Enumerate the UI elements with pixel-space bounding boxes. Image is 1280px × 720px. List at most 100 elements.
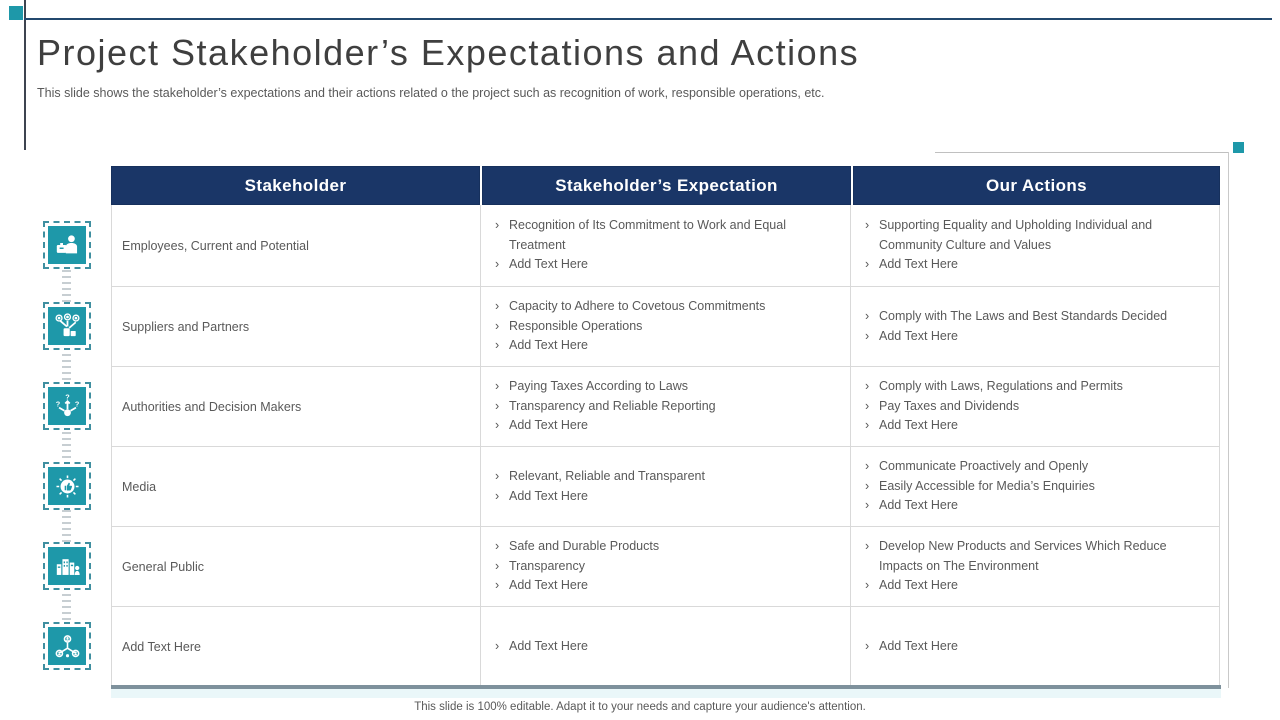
bullet-item: › Transparency bbox=[493, 557, 842, 577]
hierarchy-icon-frame bbox=[43, 622, 91, 670]
bullet-text: Paying Taxes According to Laws bbox=[509, 379, 689, 394]
bullet-item: › Transparency and Reliable Reporting bbox=[493, 397, 842, 417]
chevron-bullet-icon: › bbox=[865, 328, 870, 343]
left-vertical-rule bbox=[24, 0, 26, 150]
bullet-item: › Comply with Laws, Regulations and Permi… bbox=[863, 377, 1211, 397]
bullet-item[interactable]: › Add Text Here bbox=[863, 416, 1211, 436]
table-bottom-bar bbox=[111, 685, 1221, 689]
stakeholder-label: Suppliers and Partners bbox=[122, 319, 250, 334]
bullet-item[interactable]: › Add Text Here bbox=[863, 496, 1211, 516]
bullet-item: › Easily Accessible for Media’s Enquiries bbox=[863, 477, 1211, 497]
stakeholder-cell[interactable]: Add Text Here bbox=[112, 607, 481, 687]
bullet-text: Transparency bbox=[509, 558, 585, 573]
stakeholder-label: Employees, Current and Potential bbox=[122, 238, 309, 253]
stakeholder-label[interactable]: Add Text Here bbox=[122, 640, 201, 654]
bullet-item[interactable]: › Add Text Here bbox=[863, 255, 1211, 275]
table-row: Add Text Here › Add Text Here › Add Text Her… bbox=[112, 607, 1219, 687]
table-row: Media › Relevant, Reliable and Transparent… bbox=[112, 447, 1219, 527]
bullet-item[interactable]: › Add Text Here bbox=[863, 637, 1211, 657]
chevron-bullet-icon: › bbox=[865, 539, 870, 554]
header-expectation: Stakeholder’s Expectation bbox=[482, 166, 851, 205]
partners-icon-frame bbox=[43, 302, 91, 350]
stakeholder-table: Stakeholder Stakeholder’s Expectation Ou… bbox=[111, 166, 1220, 687]
chevron-bullet-icon: › bbox=[495, 539, 500, 554]
table-row: Employees, Current and Potential › Recogni… bbox=[112, 205, 1219, 287]
chevron-bullet-icon: › bbox=[495, 257, 500, 272]
bullet-text: Communicate Proactively and Openly bbox=[879, 459, 1089, 474]
chevron-bullet-icon: › bbox=[865, 418, 870, 433]
bullet-text[interactable]: Add Text Here bbox=[509, 338, 588, 353]
expectation-cell: › Paying Taxes According to Laws › Transpar… bbox=[481, 367, 851, 446]
chevron-bullet-icon: › bbox=[495, 299, 500, 314]
bullet-item[interactable]: › Add Text Here bbox=[493, 255, 842, 275]
bullet-text: Supporting Equality and Upholding Indivi… bbox=[879, 218, 1153, 252]
bullet-item[interactable]: › Add Text Here bbox=[493, 416, 842, 436]
bullet-text[interactable]: Add Text Here bbox=[509, 418, 588, 433]
stakeholder-label: Authorities and Decision Makers bbox=[122, 399, 302, 414]
header-stakeholder: Stakeholder bbox=[111, 166, 480, 205]
table-row: Authorities and Decision Makers › Paying T… bbox=[112, 367, 1219, 447]
chevron-bullet-icon: › bbox=[495, 338, 500, 353]
actions-cell: › Develop New Products and Services Which… bbox=[851, 527, 1219, 606]
svg-text:?: ? bbox=[55, 399, 60, 408]
bullet-item[interactable]: › Add Text Here bbox=[493, 336, 842, 356]
right-horizontal-rule bbox=[935, 152, 1229, 153]
bullet-text: Transparency and Reliable Reporting bbox=[509, 398, 716, 413]
bullet-text[interactable]: Add Text Here bbox=[509, 578, 588, 593]
stakeholder-cell: Authorities and Decision Makers bbox=[112, 367, 481, 446]
svg-text:?: ? bbox=[74, 399, 79, 408]
corner-accent-square bbox=[9, 6, 23, 20]
expectation-cell: › Recognition of Its Commitment to Work a… bbox=[481, 205, 851, 286]
bullet-item[interactable]: › Add Text Here bbox=[493, 637, 842, 657]
bullet-item: › Comply with The Laws and Best Standards… bbox=[863, 307, 1211, 327]
bullet-text[interactable]: Add Text Here bbox=[879, 328, 958, 343]
chevron-bullet-icon: › bbox=[495, 639, 500, 654]
bullet-text[interactable]: Add Text Here bbox=[879, 257, 958, 272]
bullet-item[interactable]: › Add Text Here bbox=[493, 487, 842, 507]
bullet-text: Comply with Laws, Regulations and Permit… bbox=[879, 379, 1123, 394]
bullet-text: Comply with The Laws and Best Standards … bbox=[879, 309, 1168, 323]
actions-cell: › Comply with The Laws and Best Standards… bbox=[851, 287, 1219, 366]
bullet-text: Responsible Operations bbox=[509, 318, 643, 333]
media-icon bbox=[48, 467, 86, 505]
bullet-text[interactable]: Add Text Here bbox=[879, 578, 958, 593]
bullet-text[interactable]: Add Text Here bbox=[879, 418, 958, 433]
table-row: General Public › Safe and Durable Products… bbox=[112, 527, 1219, 607]
bullet-text[interactable]: Add Text Here bbox=[509, 488, 588, 503]
chevron-bullet-icon: › bbox=[865, 309, 870, 323]
header-actions: Our Actions bbox=[853, 166, 1220, 205]
chevron-bullet-icon: › bbox=[495, 218, 500, 233]
expectation-cell: › Relevant, Reliable and Transparent › Add … bbox=[481, 447, 851, 526]
stakeholder-cell: General Public bbox=[112, 527, 481, 606]
bullet-item[interactable]: › Add Text Here bbox=[863, 327, 1211, 347]
bullet-item: › Responsible Operations bbox=[493, 317, 842, 337]
right-vertical-rule bbox=[1228, 152, 1229, 688]
chevron-bullet-icon: › bbox=[865, 498, 870, 513]
bullet-item[interactable]: › Add Text Here bbox=[863, 576, 1211, 596]
bullet-item: › Paying Taxes According to Laws bbox=[493, 377, 842, 397]
chevron-bullet-icon: › bbox=[495, 488, 500, 503]
bullet-item[interactable]: › Add Text Here bbox=[493, 576, 842, 596]
bullet-text[interactable]: Add Text Here bbox=[879, 639, 958, 654]
chevron-bullet-icon: › bbox=[865, 478, 870, 493]
top-horizontal-rule bbox=[24, 18, 1272, 20]
bullet-text: Relevant, Reliable and Transparent bbox=[509, 469, 705, 483]
stakeholder-label: General Public bbox=[122, 559, 204, 574]
bullet-text[interactable]: Add Text Here bbox=[879, 498, 958, 513]
bullet-text[interactable]: Add Text Here bbox=[509, 257, 588, 272]
bullet-text: Easily Accessible for Media’s Enquiries bbox=[879, 478, 1095, 493]
bullet-item: › Communicate Proactively and Openly bbox=[863, 457, 1211, 477]
hierarchy-icon bbox=[48, 627, 86, 665]
chevron-bullet-icon: › bbox=[495, 398, 500, 413]
bullet-text[interactable]: Add Text Here bbox=[509, 639, 588, 654]
chevron-bullet-icon: › bbox=[865, 578, 870, 593]
chevron-bullet-icon: › bbox=[865, 398, 870, 413]
decision-icon: ??? bbox=[48, 387, 86, 425]
bullet-text: Pay Taxes and Dividends bbox=[879, 398, 1020, 413]
chevron-bullet-icon: › bbox=[495, 418, 500, 433]
expectation-cell: › Capacity to Adhere to Covetous Commitme… bbox=[481, 287, 851, 366]
chevron-bullet-icon: › bbox=[865, 639, 870, 654]
actions-cell: › Comply with Laws, Regulations and Permi… bbox=[851, 367, 1219, 446]
decision-icon-frame: ??? bbox=[43, 382, 91, 430]
